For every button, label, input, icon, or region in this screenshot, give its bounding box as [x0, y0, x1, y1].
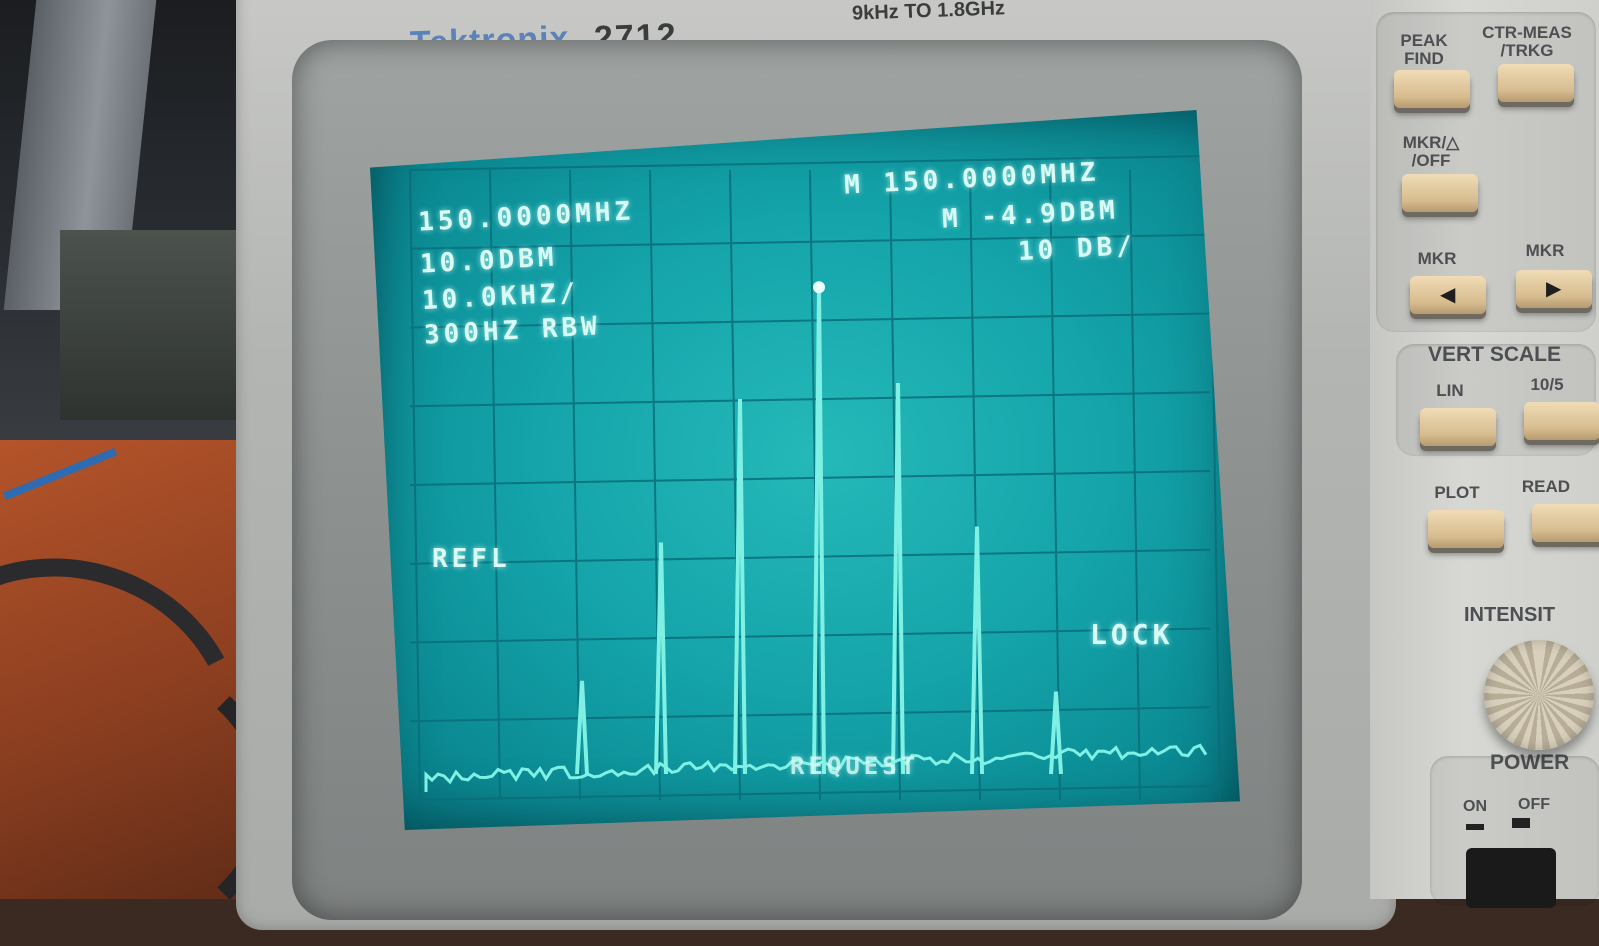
- spectral-peak: [656, 543, 666, 774]
- graticule-horizontal-line: [410, 786, 1210, 800]
- mkr-right-label: MKR: [1520, 242, 1570, 260]
- refl-indicator: REFL: [432, 544, 511, 574]
- graticule-horizontal-line: [410, 471, 1210, 485]
- spectrum-trace: [426, 287, 1206, 792]
- graticule-vertical-line: [1130, 170, 1140, 800]
- power-off-mark: [1512, 818, 1530, 828]
- mkr-left-button[interactable]: ◀: [1410, 276, 1486, 314]
- graticule-vertical-line: [570, 170, 580, 800]
- lin-label: LIN: [1430, 382, 1470, 400]
- read-button[interactable]: [1532, 504, 1599, 542]
- ctr-meas-button[interactable]: [1498, 64, 1574, 102]
- vertical-scale-readout: 10 DB/: [1017, 231, 1136, 267]
- graticule-horizontal-line: [410, 707, 1210, 721]
- graticule-horizontal-line: [410, 550, 1210, 564]
- vert-scale-label: VERT SCALE: [1428, 346, 1598, 364]
- lin-button[interactable]: [1420, 408, 1496, 446]
- peak-find-button[interactable]: [1394, 70, 1470, 108]
- spectral-peak: [735, 399, 745, 774]
- read-label: READ: [1516, 478, 1576, 496]
- request-indicator: REQUEST: [790, 752, 919, 780]
- photo-scene: Tektronix 2712 9kHz TO 1.8GHz 150.0000MH…: [0, 0, 1599, 899]
- mkr-right-button[interactable]: ▶: [1516, 270, 1592, 308]
- spectral-peak: [1051, 692, 1061, 774]
- power-on-label: ON: [1460, 798, 1490, 816]
- background-circuit-board: [60, 230, 260, 420]
- mkr-delta-off-label: MKR/△ /OFF: [1396, 134, 1466, 170]
- crt-screen: 150.0000MHZ 10.0DBM 10.0KHZ/ 300HZ RBW M…: [370, 110, 1240, 830]
- arrow-left-icon: ◀: [1440, 286, 1455, 304]
- peak-find-label: PEAK FIND: [1394, 32, 1454, 68]
- ten-five-button[interactable]: [1524, 402, 1599, 440]
- arrow-right-icon: ▶: [1546, 280, 1561, 298]
- power-off-label: OFF: [1514, 796, 1554, 814]
- control-panel: PEAK FIND CTR-MEAS /TRKG MKR/△ /OFF MKR …: [1370, 0, 1599, 899]
- graticule-horizontal-line: [410, 392, 1210, 406]
- plot-button[interactable]: [1428, 510, 1504, 548]
- plot-label: PLOT: [1432, 484, 1482, 502]
- intensity-knob[interactable]: [1484, 640, 1594, 750]
- lock-indicator: LOCK: [1090, 618, 1173, 651]
- intensity-label: INTENSIT: [1464, 606, 1599, 624]
- mkr-delta-off-button[interactable]: [1402, 174, 1478, 212]
- ctr-meas-label: CTR-MEAS /TRKG: [1472, 24, 1582, 60]
- ten-five-label: 10/5: [1522, 376, 1572, 394]
- power-switch[interactable]: [1466, 848, 1556, 908]
- power-on-mark: [1466, 824, 1484, 830]
- mkr-left-label: MKR: [1412, 250, 1462, 268]
- marker-dot: [813, 281, 825, 293]
- power-label: POWER: [1490, 754, 1590, 772]
